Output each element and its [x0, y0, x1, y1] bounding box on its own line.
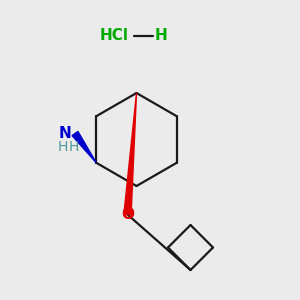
- Polygon shape: [124, 93, 136, 215]
- Text: O: O: [121, 207, 134, 222]
- Text: H: H: [68, 140, 79, 154]
- Text: H: H: [154, 28, 167, 44]
- Polygon shape: [72, 131, 96, 163]
- Text: N: N: [58, 126, 71, 141]
- Text: HCl: HCl: [100, 28, 128, 44]
- Text: H: H: [58, 140, 68, 154]
